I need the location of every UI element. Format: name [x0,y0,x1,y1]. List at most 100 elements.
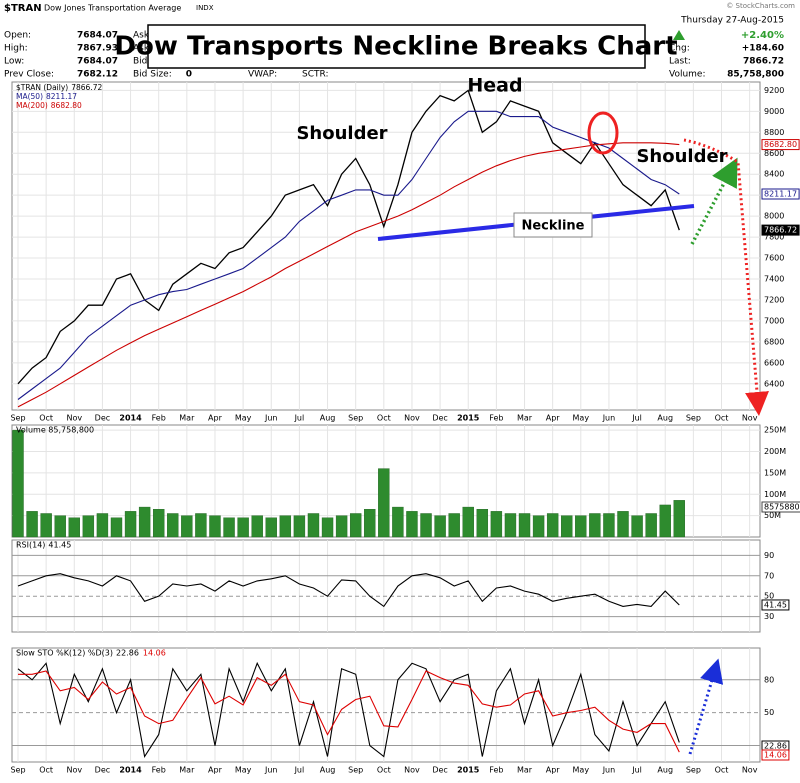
x-tick-label: Jun [602,414,616,423]
col2: Bid [133,57,147,67]
volume-bar [138,506,151,538]
series-line [18,670,680,753]
y-tick-label: 6800 [764,337,784,346]
chart-title: Dow Transports Neckline Breaks Chart [114,32,677,62]
legend-value: 8682.80 [51,101,82,110]
x-tick-label: Sep [10,414,25,423]
x-tick-label: Dec [432,766,447,775]
x-tick-label: Nov [404,414,420,423]
value-tag: 22.86 [764,742,787,751]
x-tick-label: 2015 [457,414,480,423]
title-box [147,24,646,69]
volume-bar [518,513,531,538]
x-tick-label: Jun [602,766,616,775]
volume-bar [237,517,249,538]
x-tick-label: 2015 [457,766,480,775]
x-tick-label: May [235,766,252,775]
quote-label: Open: [4,31,31,41]
y-tick-label: 7400 [764,275,784,284]
x-tick-label: Mar [179,414,195,423]
y-tick-label: 6600 [764,358,784,367]
value-tag: 85758800 [764,503,800,512]
x-tick-label: Sep [10,766,25,775]
quote-value: 7867.93 [77,44,118,54]
volume-bar [265,517,277,538]
x-tick-label: Feb [152,414,166,423]
volume-bar [307,513,320,538]
exchange: INDX [196,4,214,12]
panel [11,539,761,633]
volume-bar [152,509,165,538]
x-tick-label: Jul [294,766,305,775]
volume-bar [546,513,559,538]
volume-bar [561,515,573,538]
volume-bar [335,515,348,538]
value-tag-box [761,188,800,200]
volume-bar [54,515,66,538]
value-tag-box [761,599,790,611]
quote-label: Low: [4,57,24,67]
x-tick-label: Apr [208,766,223,775]
y-tick-label: 7600 [764,254,784,263]
x-tick-label: Oct [715,766,729,775]
quote-value: +184.60 [742,44,784,54]
x-tick-label: Oct [377,766,391,775]
y-tick-label: 8600 [764,149,784,158]
col2: Ask [133,44,150,54]
volume-bar [40,513,52,538]
x-tick-label: 2014 [119,766,142,775]
series-line [17,573,680,608]
volume-bar [167,513,179,538]
credit: © StockCharts.com [726,2,795,10]
quote-value: 7866.72 [743,57,784,67]
volume-bar [96,513,109,538]
x-tick-label: May [573,414,590,423]
vwap: VWAP: [248,70,277,80]
symbol-name: Dow Jones Transportation Average [44,4,181,13]
y-tick-label: 9200 [764,86,784,95]
y-tick-label: 250M [764,426,786,435]
volume-bar [490,511,503,538]
volume-bar [448,513,460,538]
quote-label: Prev Close: [4,70,54,80]
y-tick-label: 150M [764,468,786,477]
x-tick-label: Dec [95,766,110,775]
series-line [17,661,680,758]
x-tick-label: Aug [657,766,673,775]
volume-bar [420,513,432,538]
volume-bar [603,513,615,538]
series-line [17,110,680,400]
legend-name: MA(200) [16,101,48,110]
quote-label: High: [4,44,28,54]
y-tick-label: 80 [764,675,774,684]
volume-bar [575,515,587,538]
volume-bar [68,517,80,538]
volume-bar [504,513,517,538]
volume-bar [82,515,95,538]
x-tick-label: Feb [489,766,503,775]
quote-label: Last: [669,57,691,67]
x-tick-label: Apr [546,414,561,423]
quote-value: 7684.07 [77,31,118,41]
volume-bar [434,515,446,538]
volume-bar [124,511,137,538]
change-pct: +2.40% [741,30,784,41]
volume-bar [476,509,489,538]
x-tick-label: Jul [294,414,305,423]
volume-bar [364,509,376,538]
bid-size: 0 [186,70,192,80]
volume-bar [26,511,38,538]
volume-bar [181,515,193,538]
volume-bar [532,515,545,538]
legend-value: 7866.72 [71,83,102,92]
quote-label: Chg: [669,44,690,54]
y-tick-label: 8800 [764,128,784,137]
legend-name: $TRAN (Daily) [16,83,68,92]
volume-bar [349,513,362,538]
y-tick-label: 100M [764,490,786,499]
volume-bar [293,515,306,538]
x-tick-label: Apr [546,766,561,775]
volume-bar [378,468,390,538]
